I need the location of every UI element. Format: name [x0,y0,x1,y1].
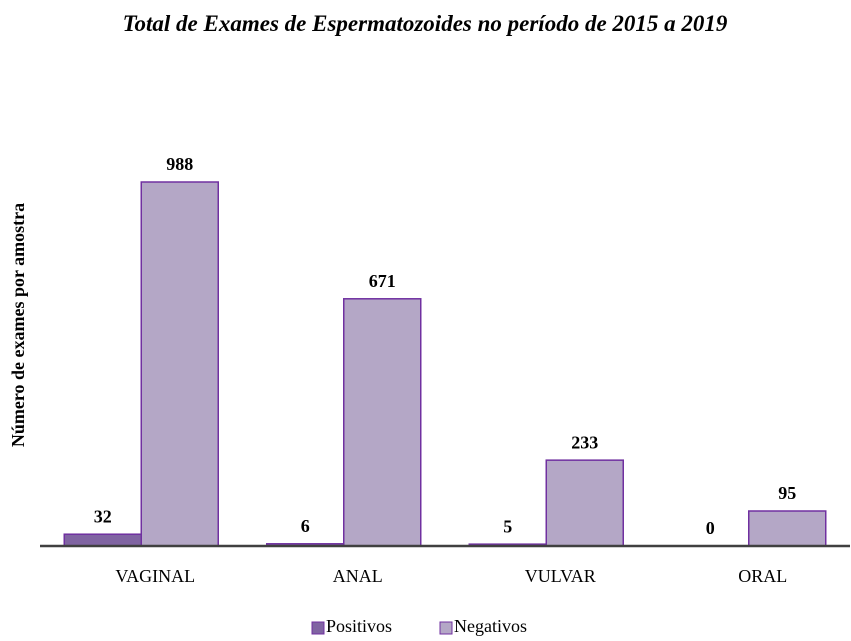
legend-swatch [439,621,453,635]
bar [748,510,827,547]
data-label: 5 [503,516,512,536]
x-tick-label: ANAL [333,566,383,586]
x-tick-label: VULVAR [525,566,596,586]
bar [63,533,142,547]
data-label: 671 [369,271,396,291]
x-tick-label: ORAL [738,566,787,586]
data-label: 95 [778,483,796,503]
legend-label: Positivos [326,616,392,636]
x-tick-label: VAGINAL [115,566,195,586]
bar [545,459,624,547]
bar [343,298,422,547]
data-label: 6 [301,516,310,536]
data-label: 0 [706,518,715,538]
y-axis-label: Número de exames por amostra [8,203,28,447]
legend-swatch [311,621,325,635]
data-label: 233 [571,432,598,452]
bar [140,181,219,547]
data-label: 988 [166,154,193,174]
chart-title: Total de Exames de Espermatozoides no pe… [122,11,728,36]
data-label: 32 [94,506,112,526]
legend-label: Negativos [454,616,527,636]
